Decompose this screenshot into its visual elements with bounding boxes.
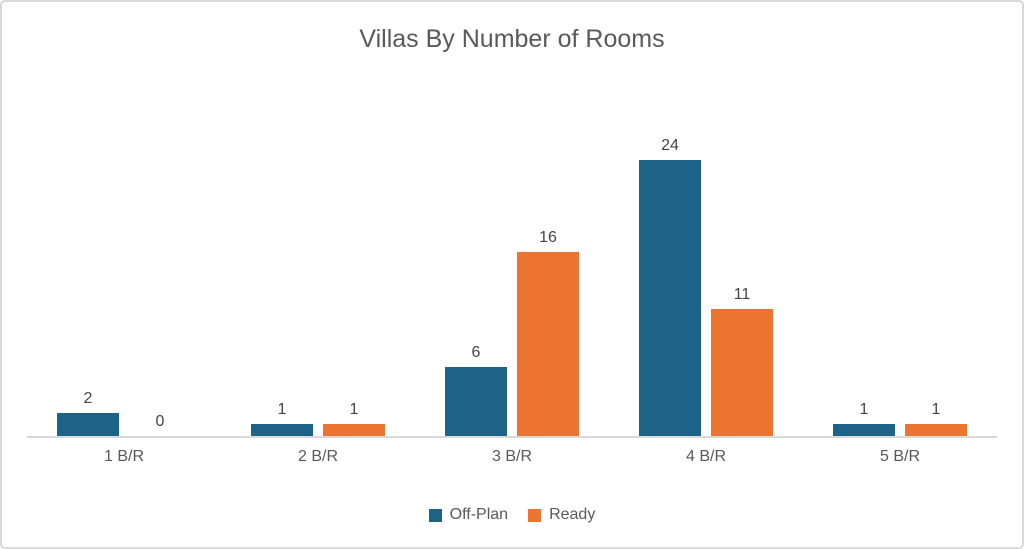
legend-label-ready: Ready [549,506,596,523]
legend-item-off-plan: Off-Plan [428,506,509,523]
legend-swatch-icon [528,508,542,522]
value-label-ready-5-b-r: 1 [931,401,941,418]
value-label-off-plan-4-b-r: 24 [661,137,679,154]
bar-off-plan-3-b-r [445,367,507,436]
category-label-3-b-r: 3 B/R [491,448,532,465]
bar-ready-3-b-r [517,252,579,436]
value-label-off-plan-5-b-r: 1 [859,401,869,418]
bar-cell-ready-4-b-r: 11 [711,287,773,436]
chart-title: Villas By Number of Rooms [359,25,665,53]
bar-cell-off-plan-3-b-r: 6 [445,345,507,436]
bar-ready-5-b-r [905,424,967,436]
category-label-5-b-r: 5 B/R [879,448,920,465]
legend: Off-Plan Ready [2,507,1022,523]
bar-cell-off-plan-2-b-r: 1 [251,402,313,436]
legend-label-off-plan: Off-Plan [449,506,509,523]
bar-off-plan-5-b-r [833,424,895,436]
value-label-ready-3-b-r: 16 [539,229,557,246]
value-label-off-plan-3-b-r: 6 [471,344,481,361]
bar-ready-2-b-r [323,424,385,436]
category-label-1-b-r: 1 B/R [103,448,144,465]
value-label-ready-1-b-r: 0 [155,413,165,430]
value-label-off-plan-1-b-r: 2 [83,390,93,407]
category-label-4-b-r: 4 B/R [685,448,726,465]
bar-cell-ready-1-b-r: 0 [129,414,191,436]
bar-off-plan-1-b-r [57,413,119,436]
bar-cell-off-plan-5-b-r: 1 [833,402,895,436]
value-label-ready-4-b-r: 11 [733,286,751,303]
category-group-4-b-r: 24 11 [609,96,803,436]
legend-swatch-icon [428,508,442,522]
bar-cell-off-plan-4-b-r: 24 [639,138,701,436]
bar-cell-off-plan-1-b-r: 2 [57,391,119,436]
bar-cell-ready-5-b-r: 1 [905,402,967,436]
legend-item-ready: Ready [528,507,595,523]
bar-off-plan-2-b-r [251,424,313,436]
category-group-3-b-r: 6 16 [415,96,609,436]
bar-cell-ready-3-b-r: 16 [517,230,579,436]
bar-off-plan-4-b-r [639,160,701,436]
category-axis: 1 B/R 2 B/R 3 B/R 4 B/R 5 B/R [27,438,997,467]
value-label-off-plan-2-b-r: 1 [277,401,287,418]
bar-ready-4-b-r [711,309,773,436]
category-label-2-b-r: 2 B/R [297,448,338,465]
plot-area: 2 0 1 1 6 16 24 11 1 1 [27,96,997,438]
value-label-ready-2-b-r: 1 [349,401,359,418]
bar-cell-ready-2-b-r: 1 [323,402,385,436]
